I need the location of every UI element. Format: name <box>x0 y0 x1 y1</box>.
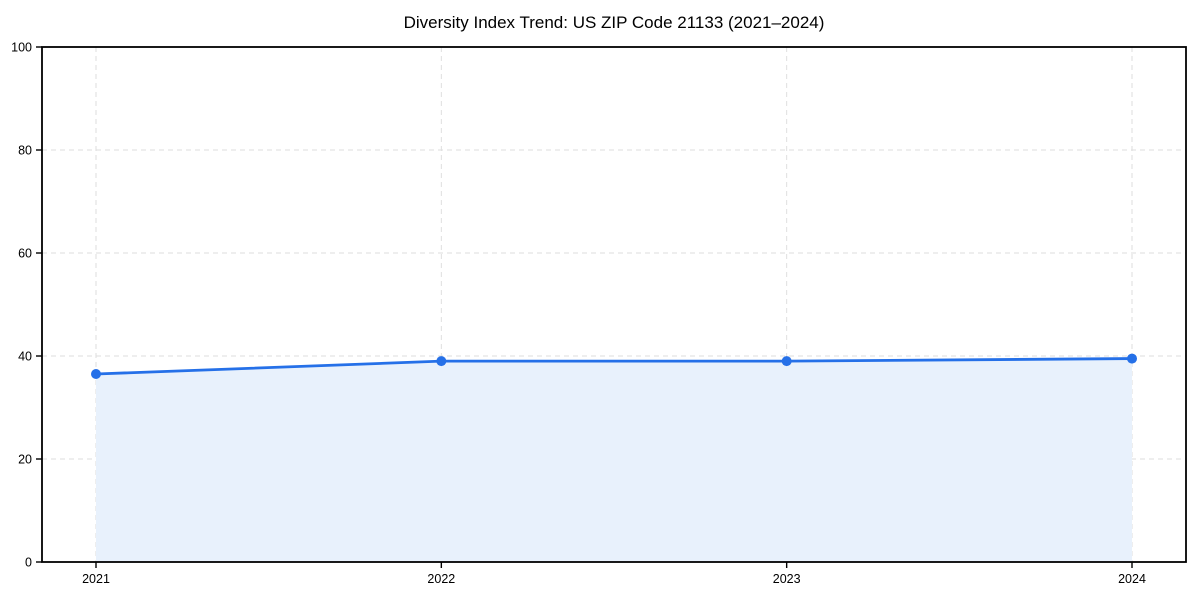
y-tick-label: 60 <box>18 247 32 261</box>
x-tick-label: 2024 <box>1118 572 1146 586</box>
y-tick-label: 40 <box>18 350 32 364</box>
y-tick-label: 100 <box>11 41 32 55</box>
x-tick-label: 2023 <box>773 572 801 586</box>
y-tick-label: 80 <box>18 144 32 158</box>
y-tick-label: 0 <box>25 556 32 570</box>
area-fill <box>96 358 1132 562</box>
data-point-marker <box>436 356 447 367</box>
x-tick-label: 2022 <box>427 572 455 586</box>
data-point-marker <box>1127 353 1137 364</box>
x-tick-label: 2021 <box>82 572 110 586</box>
chart-title: Diversity Index Trend: US ZIP Code 21133… <box>403 13 825 32</box>
plot-frame <box>41 46 1187 563</box>
data-point-marker <box>781 356 792 367</box>
data-point-marker <box>91 369 101 380</box>
trend-line <box>94 357 1134 376</box>
y-tick-label: 20 <box>18 453 32 467</box>
